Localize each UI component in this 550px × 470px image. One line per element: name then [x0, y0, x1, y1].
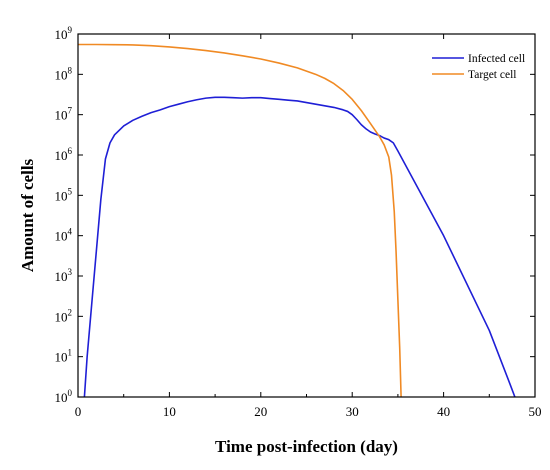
y-tick-label: 107: [55, 106, 73, 123]
y-axis-title: Amount of cells: [18, 158, 37, 272]
x-tick-label: 10: [163, 404, 176, 419]
y-tick-label: 104: [55, 227, 73, 244]
y-tick-label: 108: [55, 65, 73, 82]
y-tick-label: 103: [55, 267, 73, 284]
legend-label: Target cell: [468, 69, 516, 81]
x-tick-label: 0: [75, 404, 82, 419]
series-layer: [78, 43, 516, 397]
x-tick-label: 40: [437, 404, 450, 419]
y-tick-label: 100: [55, 388, 73, 405]
y-tick-label: 109: [55, 25, 73, 42]
x-tick-label: 30: [346, 404, 359, 419]
y-tick-label: 105: [55, 186, 73, 203]
x-tick-label: 50: [529, 404, 542, 419]
x-axis-title: Time post-infection (day): [215, 437, 398, 456]
y-tick-label: 101: [55, 348, 73, 365]
series-line-infected-cell: [83, 96, 516, 397]
series-line-target-cell: [78, 43, 402, 397]
plot-frame: [77, 33, 536, 398]
legend: Infected cell Target cell: [432, 53, 525, 81]
y-tick-label: 102: [55, 307, 73, 324]
x-tick-label: 20: [254, 404, 267, 419]
y-tick-label: 106: [55, 146, 73, 163]
legend-label: Infected cell: [468, 53, 525, 65]
ticks-layer: 0 10 20 30 40 50 100 101 102 103 104 105 106 107 108 10…: [55, 25, 542, 419]
